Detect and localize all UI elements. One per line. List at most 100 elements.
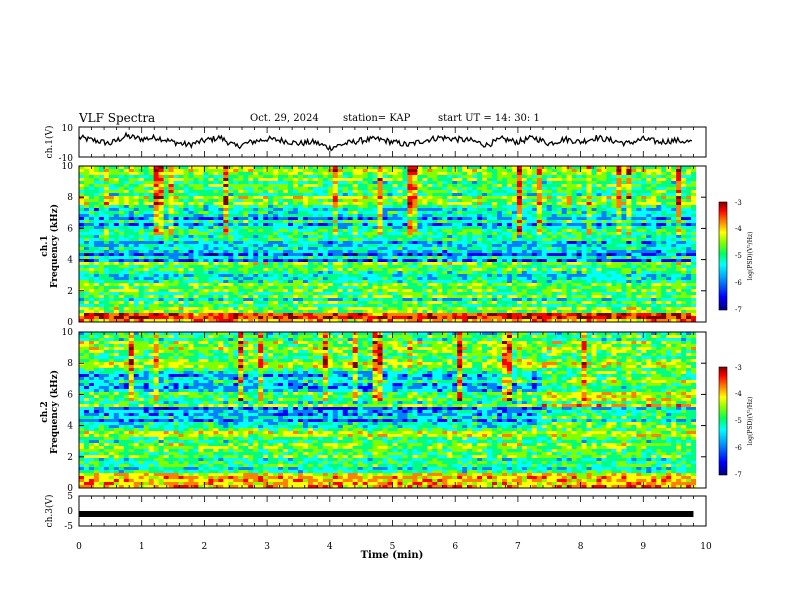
spectrogram-cell xyxy=(168,247,174,251)
spectrogram-cell xyxy=(696,181,702,185)
spectrogram-cell xyxy=(98,202,105,206)
spectrogram-cell xyxy=(432,181,438,185)
spectrogram-cell xyxy=(596,235,602,239)
spectrogram-cell xyxy=(322,262,329,266)
spectrogram-cell xyxy=(307,268,314,272)
spectrogram-cell xyxy=(307,271,314,275)
spectrogram-cell xyxy=(412,250,418,254)
spectrogram-cell xyxy=(397,196,403,200)
spectrogram-cell xyxy=(591,193,597,197)
spectrogram-cell xyxy=(511,247,518,251)
spectrogram-cell xyxy=(412,280,418,284)
spectrogram-cell xyxy=(223,235,229,239)
spectrogram-cell xyxy=(661,205,667,209)
spectrogram-cell xyxy=(571,190,578,194)
spectrogram-cell xyxy=(118,223,125,227)
spectrogram-cell xyxy=(203,178,209,182)
spectrogram-cell xyxy=(521,256,528,260)
spectrogram-cell xyxy=(516,253,523,257)
spectrogram-cell xyxy=(347,226,354,230)
spectrogram-cell xyxy=(412,241,418,245)
spectrogram-cell xyxy=(118,175,125,179)
spectrogram-cell xyxy=(671,205,677,209)
spectrogram-cell xyxy=(472,247,478,251)
spectrogram-cell xyxy=(521,184,528,188)
spectrogram-cell xyxy=(198,181,204,185)
spectrogram-cell xyxy=(332,196,339,200)
spectrogram-cell xyxy=(118,190,125,194)
spectrogram-cell xyxy=(611,250,617,254)
spectrogram-cell xyxy=(581,193,587,197)
spectrogram-cell xyxy=(641,274,647,278)
spectrogram-cell xyxy=(108,262,115,266)
spectrogram-cell xyxy=(372,178,378,182)
spectrogram-cell xyxy=(437,187,443,191)
spectrogram-cell xyxy=(143,196,150,200)
spectrogram-cell xyxy=(621,208,627,212)
spectrogram-cell xyxy=(506,199,513,203)
spectrogram-cell xyxy=(79,265,85,269)
spectrogram-cell xyxy=(392,259,398,263)
spectrogram-cell xyxy=(442,184,448,188)
spectrogram-cell xyxy=(541,235,548,239)
spectrogram-cell xyxy=(691,265,697,269)
spectrogram-cell xyxy=(228,205,234,209)
spectrogram-cell xyxy=(571,277,578,281)
spectrogram-cell xyxy=(83,187,90,191)
spectrogram-cell xyxy=(636,274,642,278)
spectrogram-cell xyxy=(213,175,219,179)
spectrogram-cell xyxy=(342,247,349,251)
spectrogram-cell xyxy=(143,271,150,275)
spectrogram-cell xyxy=(422,214,428,218)
spectrogram-cell xyxy=(701,274,707,278)
spectrogram-cell xyxy=(292,184,299,188)
spectrogram-cell xyxy=(203,253,209,257)
spectrogram-cell xyxy=(596,277,602,281)
spectrogram-cell xyxy=(601,280,607,284)
spectrogram-cell xyxy=(133,244,140,248)
spectrogram-cell xyxy=(427,271,433,275)
spectrogram-cell xyxy=(178,196,184,200)
spectrogram-cell xyxy=(312,226,319,230)
spectrogram-cell xyxy=(268,250,274,254)
spectrogram-cell xyxy=(128,265,135,269)
spectrogram-cell xyxy=(462,184,468,188)
spectrogram-cell xyxy=(332,205,339,209)
spectrogram-cell xyxy=(566,166,573,170)
spectrogram-cell xyxy=(198,232,204,236)
spectrogram-cell xyxy=(367,250,373,254)
spectrogram-cell xyxy=(178,199,184,203)
spectrogram-cell xyxy=(417,247,423,251)
spectrogram-cell xyxy=(223,265,229,269)
spectrogram-cell xyxy=(302,271,309,275)
spectrogram-cell xyxy=(541,178,548,182)
spectrogram-cell xyxy=(546,229,553,233)
spectrogram-cell xyxy=(651,238,657,242)
spectrogram-cell xyxy=(183,205,189,209)
spectrogram-cell xyxy=(477,247,483,251)
spectrogram-cell xyxy=(158,226,164,230)
spectrogram-cell xyxy=(292,208,299,212)
spectrogram-cell xyxy=(278,226,284,230)
spectrogram-cell xyxy=(626,181,632,185)
spectrogram-cell xyxy=(571,214,578,218)
spectrogram-cell xyxy=(103,259,110,263)
spectrogram-cell xyxy=(387,190,393,194)
spectrogram-cell xyxy=(128,226,135,230)
spectrogram-cell xyxy=(337,235,344,239)
spectrogram-cell xyxy=(133,223,140,227)
spectrogram-cell xyxy=(372,175,378,179)
spectrogram-cell xyxy=(258,208,264,212)
spectrogram-cell xyxy=(636,211,642,215)
spectrogram-cell xyxy=(258,226,264,230)
spectrogram-cell xyxy=(671,238,677,242)
spectrogram-cell xyxy=(417,274,423,278)
spectrogram-cell xyxy=(123,208,130,212)
spectrogram-cell xyxy=(696,211,702,215)
spectrogram-cell xyxy=(467,214,473,218)
spectrogram-cell xyxy=(268,280,274,284)
spectrogram-cell xyxy=(437,178,443,182)
spectrogram-cell xyxy=(492,184,498,188)
spectrogram-cell xyxy=(651,199,657,203)
spectrogram-cell xyxy=(497,235,503,239)
